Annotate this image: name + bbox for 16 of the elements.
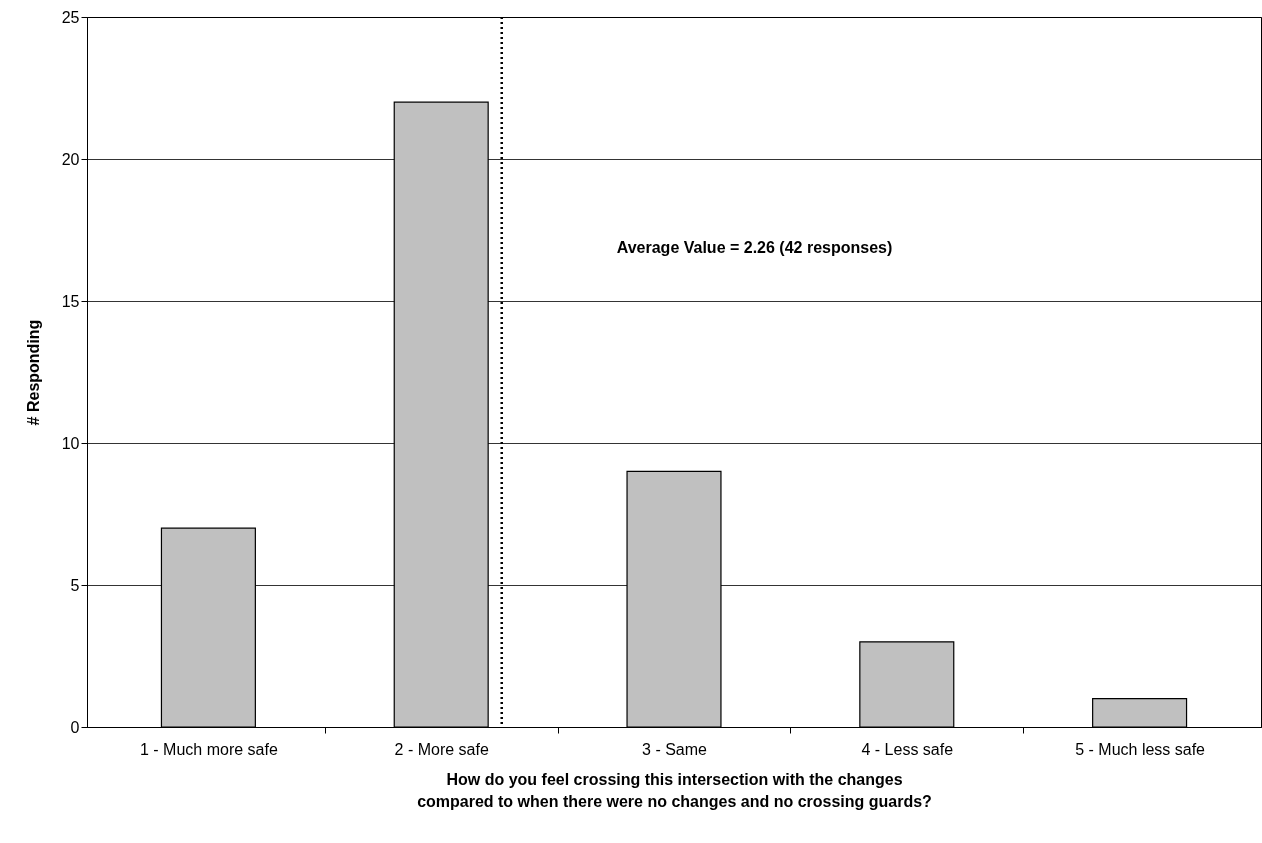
x-tick-label: 5 - Much less safe	[1075, 740, 1206, 758]
y-tick-label: 20	[61, 150, 80, 168]
y-tick-label: 25	[61, 8, 80, 26]
y-tick-label: 0	[70, 718, 80, 736]
y-tick-label: 15	[61, 292, 80, 310]
y-axis-title: # Responding	[24, 319, 42, 426]
x-tick-label: 3 - Same	[642, 740, 708, 758]
bar	[1092, 698, 1188, 728]
x-tick-label: 1 - Much more safe	[139, 740, 278, 758]
bar	[859, 641, 955, 728]
y-tick-label: 10	[61, 434, 80, 452]
y-tick-label: 5	[70, 576, 80, 594]
x-tick-label: 4 - Less safe	[861, 740, 954, 758]
x-tick-label: 2 - More safe	[394, 740, 489, 758]
x-axis-title: How do you feel crossing this intersection with the changes compared to when there were no changes and no crossing guards?	[417, 770, 932, 810]
ref-line-label: Average Value = 2.26 (42 responses)	[616, 238, 893, 256]
